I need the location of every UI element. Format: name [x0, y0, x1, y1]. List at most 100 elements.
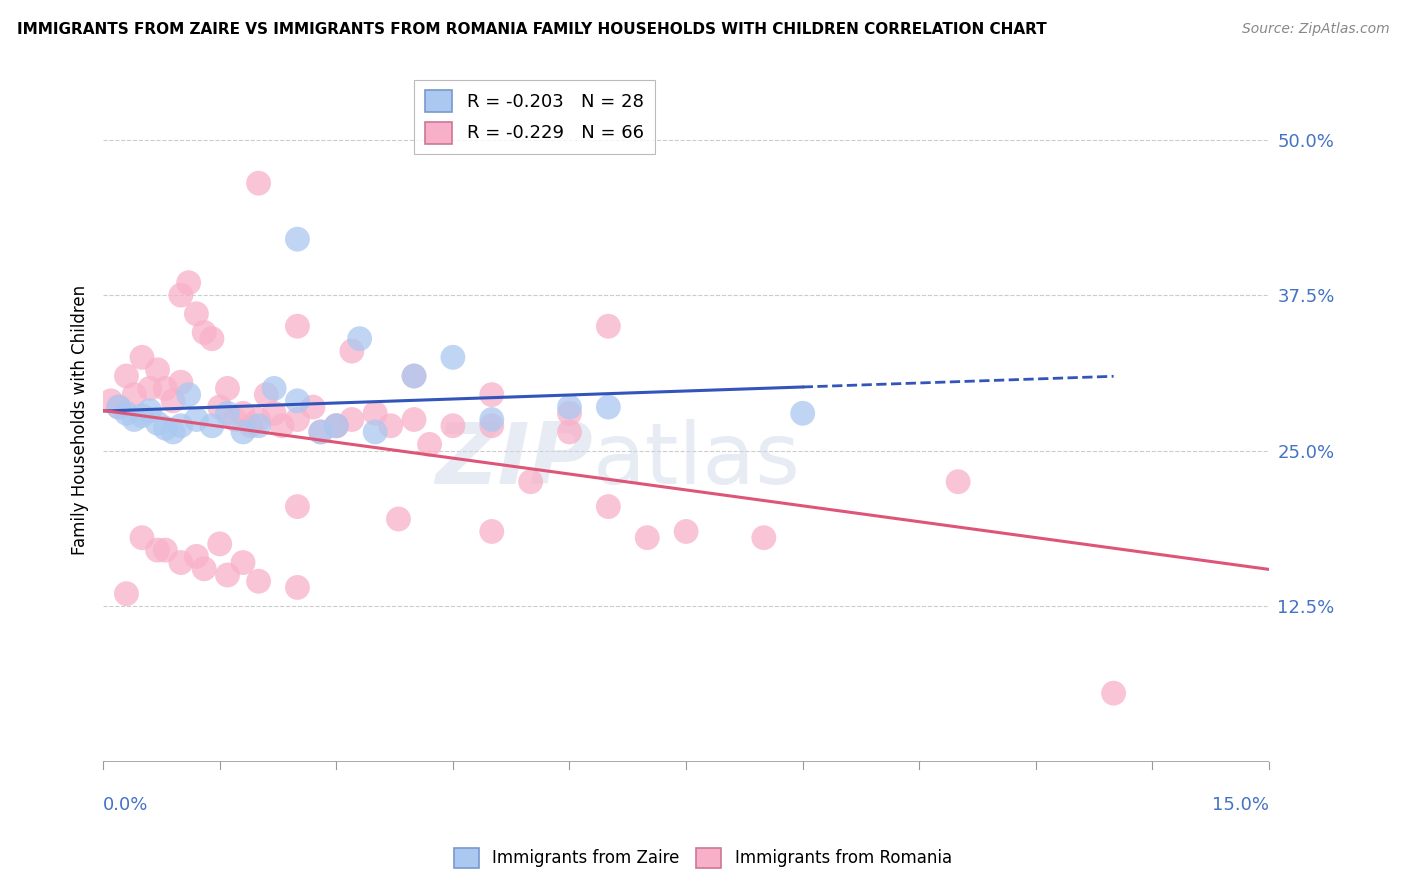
Point [186, 307, 208, 321]
Text: atlas: atlas [593, 419, 801, 502]
Point [115, 406, 138, 420]
Point [364, 406, 387, 420]
Point [598, 319, 620, 334]
Point [598, 500, 620, 514]
Point [131, 351, 153, 365]
Point [263, 381, 285, 395]
Legend: Immigrants from Zaire, Immigrants from Romania: Immigrants from Zaire, Immigrants from R… [447, 841, 959, 875]
Point [325, 418, 347, 433]
Point [481, 412, 503, 426]
Point [122, 412, 145, 426]
Point [139, 381, 162, 395]
Point [115, 587, 138, 601]
Point [481, 387, 503, 401]
Point [232, 556, 254, 570]
Point [193, 326, 215, 340]
Point [325, 418, 347, 433]
Point [217, 568, 239, 582]
Point [340, 412, 363, 426]
Point [146, 416, 169, 430]
Text: IMMIGRANTS FROM ZAIRE VS IMMIGRANTS FROM ROMANIA FAMILY HOUSEHOLDS WITH CHILDREN: IMMIGRANTS FROM ZAIRE VS IMMIGRANTS FROM… [17, 22, 1046, 37]
Point [287, 500, 309, 514]
Point [558, 425, 581, 439]
Point [100, 393, 122, 408]
Point [107, 400, 129, 414]
Point [309, 425, 332, 439]
Point [155, 421, 177, 435]
Point [155, 543, 177, 558]
Point [387, 512, 409, 526]
Point [364, 425, 387, 439]
Point [131, 531, 153, 545]
Point [247, 418, 270, 433]
Point [441, 418, 464, 433]
Point [232, 425, 254, 439]
Point [340, 344, 363, 359]
Point [675, 524, 697, 539]
Point [309, 425, 332, 439]
Point [481, 524, 503, 539]
Point [287, 581, 309, 595]
Point [122, 387, 145, 401]
Point [217, 381, 239, 395]
Point [287, 232, 309, 246]
Point [402, 369, 425, 384]
Point [193, 562, 215, 576]
Point [1102, 686, 1125, 700]
Point [946, 475, 969, 489]
Point [170, 418, 193, 433]
Point [349, 332, 371, 346]
Point [239, 418, 262, 433]
Point [271, 418, 294, 433]
Point [208, 537, 231, 551]
Point [402, 369, 425, 384]
Point [519, 475, 541, 489]
Point [115, 369, 138, 384]
Point [558, 406, 581, 420]
Point [598, 400, 620, 414]
Point [146, 543, 169, 558]
Point [186, 412, 208, 426]
Point [177, 276, 200, 290]
Point [636, 531, 658, 545]
Point [380, 418, 402, 433]
Point [232, 406, 254, 420]
Point [170, 556, 193, 570]
Y-axis label: Family Households with Children: Family Households with Children [72, 285, 89, 555]
Point [107, 400, 129, 414]
Point [139, 404, 162, 418]
Point [131, 409, 153, 423]
Point [402, 412, 425, 426]
Point [162, 425, 184, 439]
Point [162, 393, 184, 408]
Point [558, 400, 581, 414]
Point [263, 406, 285, 420]
Legend: R = -0.203   N = 28, R = -0.229   N = 66: R = -0.203 N = 28, R = -0.229 N = 66 [415, 79, 655, 154]
Point [208, 400, 231, 414]
Point [419, 437, 441, 451]
Point [752, 531, 775, 545]
Text: 0.0%: 0.0% [103, 797, 149, 814]
Point [186, 549, 208, 564]
Text: 15.0%: 15.0% [1212, 797, 1270, 814]
Point [325, 418, 347, 433]
Point [792, 406, 814, 420]
Point [287, 393, 309, 408]
Point [247, 574, 270, 589]
Point [201, 332, 224, 346]
Point [170, 288, 193, 302]
Point [155, 381, 177, 395]
Point [481, 418, 503, 433]
Point [247, 412, 270, 426]
Point [177, 387, 200, 401]
Point [170, 375, 193, 389]
Text: Source: ZipAtlas.com: Source: ZipAtlas.com [1241, 22, 1389, 37]
Text: ZIP: ZIP [436, 419, 593, 502]
Point [224, 412, 246, 426]
Point [287, 412, 309, 426]
Point [247, 176, 270, 190]
Point [302, 400, 325, 414]
Point [217, 406, 239, 420]
Point [441, 351, 464, 365]
Point [287, 319, 309, 334]
